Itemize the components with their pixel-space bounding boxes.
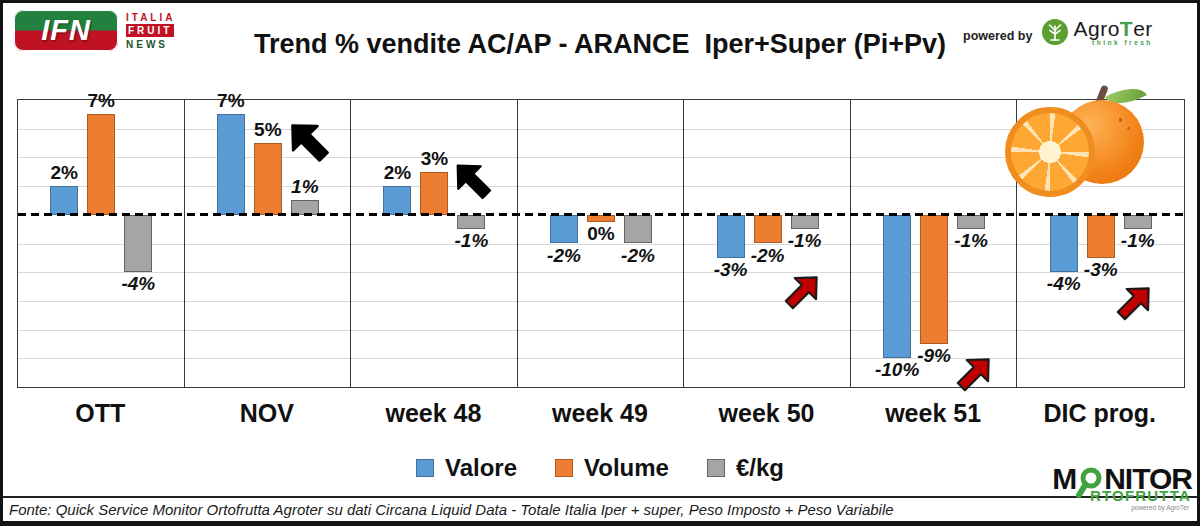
- x-label-OTT: OTT: [17, 399, 184, 428]
- bar-€/kg-OTT: [124, 215, 152, 272]
- half-orange-icon: [1005, 107, 1095, 197]
- data-label: 0%: [587, 223, 614, 245]
- legend-label: Volume: [584, 454, 669, 482]
- bar-€/kg-week 49: [624, 215, 652, 244]
- bar-€/kg-week 48: [457, 215, 485, 229]
- bar-group-week 49: -2% 0% -2%: [518, 100, 685, 387]
- agroter-logo: AgroTer think fresh: [1041, 17, 1152, 46]
- monitor-ortofrutta-logo: M NITOR RTOFRUTTA powered by AgroTer: [1052, 464, 1192, 511]
- x-label-week 48: week 48: [350, 399, 517, 428]
- powered-by-label: powered by: [963, 29, 1032, 43]
- data-label: -9%: [917, 345, 951, 367]
- data-label: 7%: [217, 90, 244, 112]
- bar-Valore-week 51: [883, 215, 911, 359]
- data-label: -3%: [1084, 259, 1118, 281]
- data-label: 1%: [291, 176, 318, 198]
- monitor-powered-by: powered by AgroTer: [1131, 504, 1192, 511]
- bar-Volume-DIC prog.: [1087, 215, 1115, 258]
- source-note: Fonte: Quick Service Monitor Ortofrutta …: [9, 501, 894, 518]
- bar-Volume-NOV: [254, 143, 282, 215]
- chart-frame: IFN ITALIA FRUIT NEWS Trend % vendite AC…: [0, 0, 1200, 526]
- trend-arrow-up-left-week 48: [450, 158, 494, 202]
- bar-group-week 51: -10%-9% -1%: [851, 100, 1018, 387]
- x-label-week 49: week 49: [517, 399, 684, 428]
- bar-€/kg-week 51: [957, 215, 985, 229]
- data-label: -1%: [954, 230, 988, 252]
- data-label: -1%: [455, 230, 489, 252]
- x-label-week 50: week 50: [683, 399, 850, 428]
- trend-arrow-up-right-week 50: [782, 270, 824, 312]
- powered-by-block: powered by AgroTer think fresh: [963, 17, 1153, 46]
- data-label: 5%: [254, 119, 281, 141]
- bar-€/kg-DIC prog.: [1124, 215, 1152, 229]
- legend-label: €/kg: [736, 454, 784, 482]
- data-label: 2%: [51, 162, 78, 184]
- bar-Valore-week 49: [550, 215, 578, 244]
- x-axis-labels: OTTNOVweek 48week 49week 50week 51DIC pr…: [17, 399, 1185, 435]
- bar-Volume-week 50: [754, 215, 782, 244]
- orange-fruit-illustration: [1005, 87, 1150, 197]
- bar-group-OTT: 2%7%-4%: [18, 100, 185, 387]
- legend-swatch: [707, 459, 725, 477]
- data-label: -1%: [788, 230, 822, 252]
- data-label: 3%: [421, 148, 448, 170]
- agroter-tree-icon: [1041, 18, 1069, 46]
- legend-item-Volume: Volume: [555, 454, 669, 482]
- data-label: -1%: [1121, 230, 1155, 252]
- trend-arrow-up-left-NOV: [284, 117, 332, 165]
- monitor-m: M: [1052, 464, 1076, 494]
- x-label-NOV: NOV: [184, 399, 351, 428]
- data-label: -4%: [121, 273, 155, 295]
- trend-arrow-up-right-week 51: [954, 352, 996, 394]
- bar-Valore-week 48: [383, 186, 411, 215]
- trend-arrow-up-right-DIC prog.: [1114, 281, 1156, 323]
- agroter-tagline: think fresh: [1092, 39, 1153, 46]
- monitor-ortofrutta-text: RTOFRUTTA: [1090, 487, 1192, 504]
- bar-Valore-DIC prog.: [1050, 215, 1078, 272]
- bar-Volume-week 51: [920, 215, 948, 344]
- bar-Valore-OTT: [50, 186, 78, 215]
- legend-swatch: [555, 459, 573, 477]
- legend-swatch: [416, 459, 434, 477]
- x-label-DIC prog.: DIC prog.: [1016, 399, 1183, 428]
- bar-group-week 50: -3%-2%-1%: [684, 100, 851, 387]
- footer-bar: Fonte: Quick Service Monitor Ortofrutta …: [3, 496, 1197, 521]
- legend: Valore Volume €/kg: [3, 454, 1197, 482]
- bar-Valore-NOV: [217, 114, 245, 214]
- bar-Volume-OTT: [87, 114, 115, 214]
- data-label: -3%: [714, 259, 748, 281]
- data-label: -2%: [621, 245, 655, 267]
- data-label: 2%: [384, 162, 411, 184]
- legend-item-Valore: Valore: [416, 454, 517, 482]
- data-label: -10%: [875, 359, 919, 381]
- ifn-logo-italia: ITALIA: [126, 12, 175, 23]
- legend-item-€/kg: €/kg: [707, 454, 784, 482]
- agroter-name: AgroTer: [1073, 17, 1152, 41]
- bar-€/kg-week 50: [791, 215, 819, 229]
- zero-line: [18, 213, 1184, 216]
- data-label: -2%: [547, 245, 581, 267]
- data-label: -4%: [1047, 273, 1081, 295]
- legend-label: Valore: [445, 454, 517, 482]
- data-label: 7%: [88, 90, 115, 112]
- bar-Volume-week 48: [420, 172, 448, 215]
- data-label: -2%: [751, 245, 785, 267]
- agroter-wordmark: AgroTer think fresh: [1073, 17, 1152, 46]
- bar-Valore-week 50: [717, 215, 745, 258]
- bar-group-week 48: 2% 3% -1%: [351, 100, 518, 387]
- x-label-week 51: week 51: [850, 399, 1017, 428]
